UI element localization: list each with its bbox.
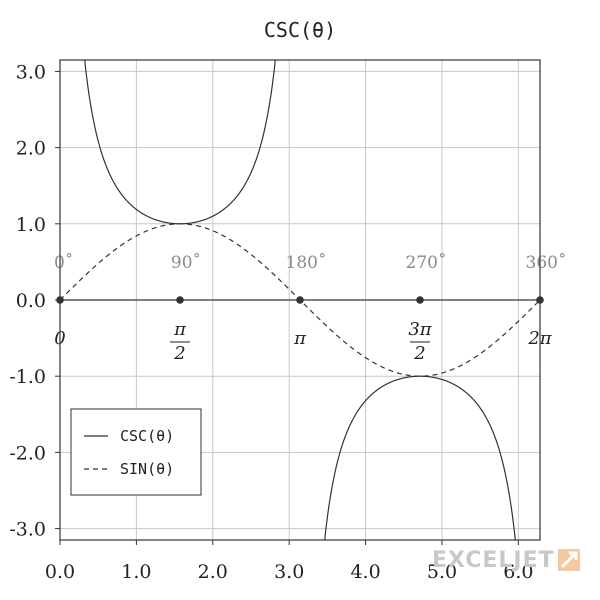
degree-label: 180˚	[286, 253, 327, 273]
radian-denominator: 2	[413, 343, 425, 364]
x-tick-label: 5.0	[427, 561, 457, 583]
x-tick-label: 6.0	[503, 561, 533, 583]
x-tick-label: 1.0	[121, 561, 151, 583]
y-tick-label: -3.0	[9, 519, 46, 541]
radian-denominator: 2	[173, 343, 185, 364]
radian-numerator: π	[173, 319, 187, 340]
degree-label: 0˚	[54, 253, 73, 273]
x-tick-label: 2.0	[198, 561, 228, 583]
angle-marker-dot	[416, 296, 424, 304]
legend: CSC(θ) SIN(θ)	[70, 408, 202, 496]
angle-marker-dot	[176, 296, 184, 304]
degree-label: 270˚	[406, 253, 447, 273]
degree-label: 90˚	[171, 253, 201, 273]
tick-labels: 0.0 1.0 2.0 3.0 4.0 5.0 6.0 3.0 2.0 1.0 0.0 -1.0 -2.…	[9, 61, 533, 583]
y-tick-label: 0.0	[16, 290, 46, 312]
radian-numerator: 3π	[408, 319, 432, 340]
x-tick-label: 0.0	[45, 561, 75, 583]
y-tick-label: 3.0	[16, 61, 46, 83]
x-tick-label: 4.0	[350, 561, 380, 583]
watermark-text: EXCELJET	[432, 548, 555, 573]
degree-label: 360˚	[526, 253, 567, 273]
plot-frame	[59, 59, 541, 541]
chart-title: CSC(θ)	[264, 18, 336, 42]
y-tick-label: -2.0	[9, 442, 46, 464]
y-tick-label: 2.0	[16, 138, 46, 160]
watermark-arrow-icon	[560, 551, 578, 569]
legend-label-sin: SIN(θ)	[120, 460, 174, 478]
y-tick-label: -1.0	[9, 366, 46, 388]
watermark: EXCELJET	[432, 548, 580, 573]
radian-label: π	[293, 328, 307, 349]
angle-marker-dot	[296, 296, 304, 304]
x-tick-label: 3.0	[274, 561, 304, 583]
y-tick-label: 1.0	[16, 214, 46, 236]
legend-label-csc: CSC(θ)	[120, 427, 174, 445]
